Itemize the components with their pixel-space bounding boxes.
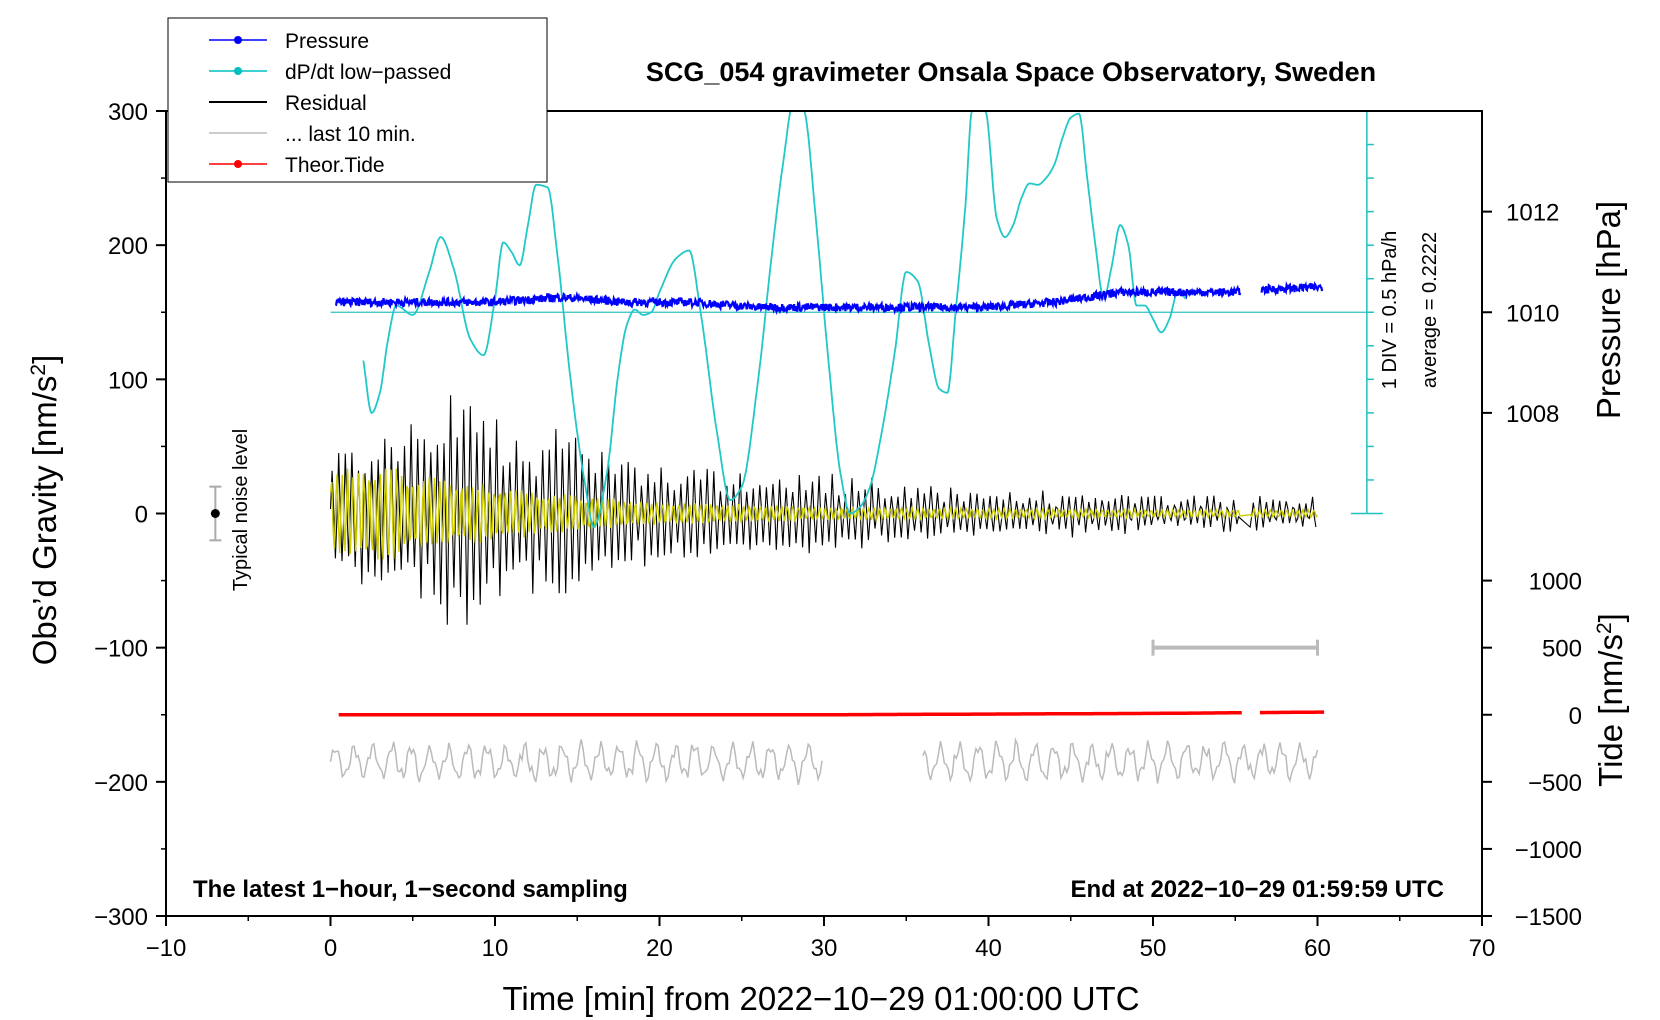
x-tick-label: 50 <box>1140 935 1167 962</box>
y-tick-label: −100 <box>94 636 148 663</box>
x-tick-label: 20 <box>646 935 673 962</box>
tide-tick-label: 500 <box>1542 636 1582 663</box>
legend-label: Pressure <box>285 30 369 53</box>
tide-tick-label: −1500 <box>1515 904 1582 931</box>
plot-series <box>329 111 1367 786</box>
noise-bar-dot <box>210 509 220 518</box>
x-axis-label: Time [min] from 2022−10−29 01:00:00 UTC <box>502 980 1139 1017</box>
pressure-average-label: average = 0.2222 <box>1419 232 1441 388</box>
axes-layer: −10 0 10 20 30 40 50 60 703002001000−100−200−300… <box>94 99 1582 962</box>
x-tick-label: 0 <box>324 935 337 962</box>
legend-entries: Pressure dP/dt low−passed Residual ... last… <box>209 30 451 177</box>
y-tick-label: 200 <box>108 233 148 260</box>
pressure-rate-scale-label: 1 DIV = 0.5 hPa/h <box>1379 231 1401 389</box>
pressure-tick-label: 1008 <box>1506 401 1559 428</box>
tide-tick-label: −1000 <box>1515 837 1582 864</box>
tide-line-2 <box>1259 710 1325 715</box>
y-tick-label: 0 <box>135 502 148 529</box>
pressure-line-1 <box>334 284 1242 316</box>
y-tick-label: −300 <box>94 904 148 931</box>
last10-line-2 <box>922 737 1319 784</box>
last10-line-1 <box>329 739 823 786</box>
data-layer <box>209 110 1383 786</box>
x-tick-label: 10 <box>482 935 509 962</box>
legend-label: dP/dt low−passed <box>285 61 451 84</box>
x-tick-label: 70 <box>1469 935 1496 962</box>
tide-tick-label: 1000 <box>1529 569 1582 596</box>
legend-box <box>167 17 548 183</box>
residual-filtered-line <box>329 468 1319 560</box>
residual-line <box>329 395 1317 625</box>
x-tick-label: 40 <box>975 935 1002 962</box>
legend-label: ... last 10 min. <box>285 123 416 146</box>
tide-line-1 <box>338 710 1242 717</box>
chart-title: SCG_054 gravimeter Onsala Space Observat… <box>646 57 1376 87</box>
y-axis-label-tide: Tide [nm/s2] <box>1592 613 1629 787</box>
legend-marker <box>234 160 242 168</box>
legend: Pressure dP/dt low−passed Residual ... last… <box>167 17 548 183</box>
y-tick-label: 100 <box>108 367 148 394</box>
noise-level-label: Typical noise level <box>230 429 252 591</box>
pressure-tick-label: 1012 <box>1506 200 1559 227</box>
legend-label: Residual <box>285 92 367 115</box>
tide-tick-label: 0 <box>1569 703 1582 730</box>
y-tick-label: −200 <box>94 770 148 797</box>
x-tick-label: −10 <box>146 935 187 962</box>
legend-label: Theor.Tide <box>285 154 385 177</box>
y-axis-label-left: Obs’d Gravity [nm/s2] <box>26 355 63 666</box>
annotation-left: The latest 1−hour, 1−second sampling <box>193 876 628 903</box>
y-axis-label-pressure: Pressure [hPa] <box>1590 201 1627 419</box>
x-tick-label: 60 <box>1304 935 1331 962</box>
annotation-right: End at 2022−10−29 01:59:59 UTC <box>1070 876 1444 903</box>
x-tick-label: 30 <box>811 935 838 962</box>
legend-marker <box>234 36 242 44</box>
pressure-line-2 <box>1260 280 1324 297</box>
pressure-tick-label: 1010 <box>1506 300 1559 327</box>
tide-tick-label: −500 <box>1528 770 1582 797</box>
dpdt-line <box>362 111 1187 528</box>
legend-marker <box>234 67 242 75</box>
y-tick-label: 300 <box>108 99 148 126</box>
